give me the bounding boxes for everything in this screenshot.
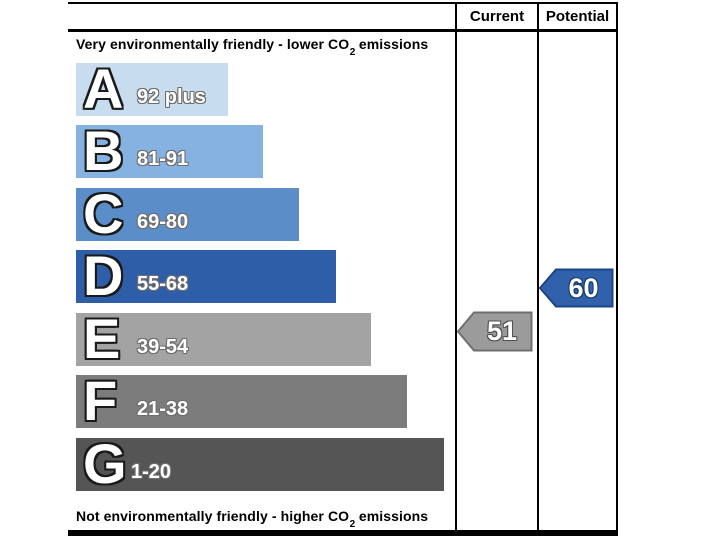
current-column-left-border <box>455 2 457 536</box>
band-a: A 92 plus <box>76 56 228 120</box>
potential-column-left-border <box>537 2 539 536</box>
table-top-border <box>68 2 618 4</box>
band-e-range: 39-54 <box>137 336 189 358</box>
bottom-caption-suffix: emissions <box>354 508 429 524</box>
top-caption-suffix: emissions <box>354 36 429 52</box>
band-f-letter: F <box>83 368 118 432</box>
band-b-range: 81-91 <box>137 148 189 170</box>
header-separator-line <box>68 29 618 32</box>
co2-subscript: 2 <box>349 46 356 58</box>
potential-rating-arrow: 60 <box>539 268 614 308</box>
band-e: E 39-54 <box>76 306 371 370</box>
potential-rating-value: 60 <box>568 272 599 303</box>
current-rating-value: 51 <box>486 316 518 346</box>
band-d-range: 55-68 <box>137 273 189 295</box>
co2-subscript: 2 <box>349 518 356 530</box>
band-b: B 81-91 <box>76 118 263 182</box>
band-b-letter: B <box>83 118 124 182</box>
potential-column-header: Potential <box>545 8 610 25</box>
table-bottom-border <box>68 530 618 536</box>
bottom-caption: Not environmentally friendly - higher CO… <box>76 508 429 530</box>
band-g-range: 1-20 <box>131 461 172 483</box>
band-f-range: 21-38 <box>137 398 189 420</box>
band-d: D 55-68 <box>76 243 336 307</box>
band-a-range: 92 plus <box>137 86 206 108</box>
top-caption-text: Very environmentally friendly - lower CO <box>76 36 350 52</box>
bottom-caption-text: Not environmentally friendly - higher CO <box>76 508 350 524</box>
band-f: F 21-38 <box>76 368 407 432</box>
current-rating-arrow: 51 <box>457 311 533 352</box>
left-pointing-arrow-icon <box>457 311 533 352</box>
band-c-letter: C <box>83 181 124 245</box>
top-caption: Very environmentally friendly - lower CO… <box>76 36 429 58</box>
band-e-letter: E <box>83 306 121 370</box>
band-d-letter: D <box>83 243 124 307</box>
left-pointing-arrow-icon <box>539 268 614 308</box>
current-column-header: Current <box>469 8 525 25</box>
table-right-border <box>616 2 618 536</box>
band-c: C 69-80 <box>76 181 299 245</box>
band-c-range: 69-80 <box>137 211 189 233</box>
band-g: G 1-20 <box>76 431 444 495</box>
band-a-letter: A <box>83 56 124 120</box>
band-g-letter: G <box>83 431 127 495</box>
